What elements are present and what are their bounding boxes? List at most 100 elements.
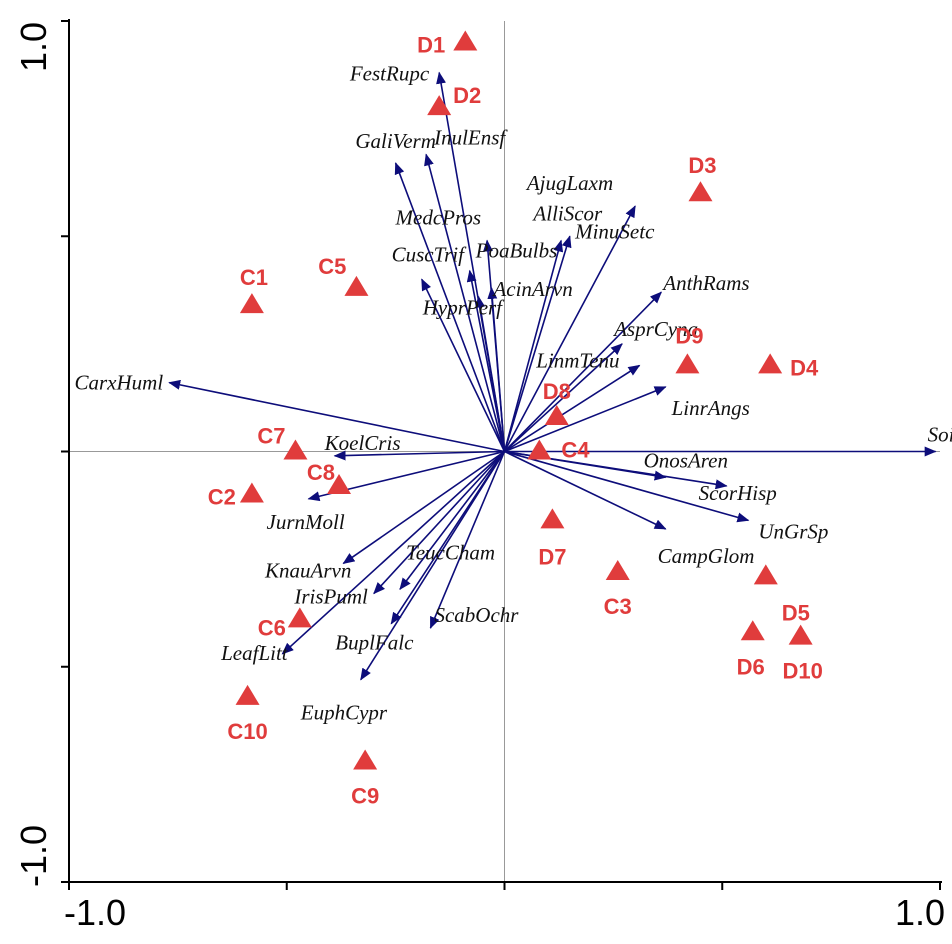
species-label: CuscTrif	[392, 242, 468, 266]
species-label: HyprPerf	[422, 296, 505, 320]
site-label: C2	[208, 485, 236, 510]
species-label: AjugLaxm	[525, 171, 613, 195]
site-label: D9	[675, 323, 703, 348]
species-vector-arrow	[504, 450, 750, 523]
species-label: UnGrSp	[758, 519, 828, 543]
x-tick-label-min: -1.0	[64, 892, 126, 933]
species-vector-arrow	[503, 205, 636, 452]
species-label: MedcPros	[395, 206, 482, 230]
species-vector-arrow	[399, 451, 506, 591]
species-label: TeucCham	[406, 540, 495, 564]
axis-ticks: -1.0 1.0 1.0 -1.0	[13, 20, 945, 933]
species-vector-arrow	[487, 286, 506, 452]
site-label: C4	[561, 438, 590, 463]
site-marker	[527, 439, 552, 460]
site-marker	[688, 181, 713, 202]
site-label: D8	[543, 379, 571, 404]
site-marker	[239, 482, 264, 503]
site-marker	[327, 473, 352, 494]
species-label: KnauArvn	[264, 558, 351, 582]
site-label: C10	[227, 719, 267, 744]
site-label: C6	[258, 615, 286, 640]
species-vector-arrow	[424, 153, 506, 452]
y-tick-label-min: -1.0	[13, 825, 54, 887]
site-label: D7	[538, 544, 566, 569]
species-vector-arrow	[421, 278, 506, 452]
species-label: LeafLitt	[220, 641, 289, 665]
species-vector-arrow	[429, 451, 506, 629]
species-vector-arrow	[503, 291, 662, 453]
site-points	[235, 30, 813, 770]
site-label: D1	[417, 33, 445, 58]
site-label: C5	[318, 254, 346, 279]
y-tick-label-max: 1.0	[13, 22, 54, 72]
species-label: Soil	[928, 423, 952, 447]
species-vector-arrow	[342, 450, 505, 565]
site-marker	[453, 30, 478, 51]
species-label: AsprCyna	[612, 317, 698, 341]
species-vector-arrow	[475, 295, 506, 452]
species-label: FestRupc	[349, 62, 430, 86]
species-label: EuphCypr	[300, 701, 388, 725]
species-vector-arrow	[503, 235, 572, 452]
site-label: C8	[307, 460, 335, 485]
site-label: D10	[782, 659, 822, 684]
species-label: AnthRams	[661, 271, 749, 295]
site-marker	[540, 508, 565, 529]
x-tick-label-max: 1.0	[895, 892, 945, 933]
species-label: BuplFalc	[335, 631, 414, 655]
species-label: CampGlom	[658, 544, 755, 568]
species-vector-arrow	[333, 450, 505, 461]
site-label: C1	[240, 265, 268, 290]
species-label: OnosAren	[644, 448, 728, 472]
site-label: C3	[604, 594, 632, 619]
site-marker	[605, 560, 630, 581]
species-label: ScorHisp	[699, 481, 777, 505]
site-marker	[758, 353, 783, 374]
species-vector-arrow	[373, 450, 506, 595]
species-vector-arrow	[503, 343, 623, 453]
species-label: PoaBulbs	[475, 239, 558, 263]
species-label: GaliVerm	[355, 129, 436, 153]
site-label: D2	[453, 83, 481, 108]
site-label: D6	[737, 654, 765, 679]
species-vector-arrow	[360, 451, 506, 681]
site-marker	[544, 405, 569, 426]
species-vector-arrow	[504, 386, 667, 453]
site-marker	[675, 353, 700, 374]
site-label: D4	[790, 355, 819, 380]
species-vector-arrow	[504, 364, 641, 453]
species-vectors	[168, 71, 937, 681]
site-label: D3	[688, 153, 716, 178]
species-label: AcinArvn	[491, 277, 572, 301]
site-marker	[353, 749, 378, 770]
site-marker	[287, 607, 312, 628]
site-marker	[740, 620, 765, 641]
site-label: C9	[351, 783, 379, 808]
species-label: KoelCris	[324, 431, 401, 455]
site-label: C7	[257, 424, 285, 449]
site-marker	[283, 439, 308, 460]
site-marker	[788, 624, 813, 645]
species-vector-arrow	[503, 239, 564, 452]
species-label: InulEnsf	[433, 125, 508, 149]
site-marker	[753, 564, 778, 585]
species-vector-arrow	[504, 450, 667, 530]
site-marker	[239, 293, 264, 314]
species-vector-arrow	[394, 162, 506, 452]
species-label: ScabOchr	[434, 603, 519, 627]
species-label: LinmTenu	[535, 348, 619, 372]
species-label: MinuSetc	[574, 220, 655, 244]
species-label: JurnMoll	[267, 510, 345, 534]
site-marker	[344, 275, 369, 296]
species-label: AlliScor	[531, 201, 603, 225]
species-label: IrisPuml	[293, 585, 368, 609]
species-label: CarxHuml	[74, 371, 163, 395]
species-vector-arrow	[168, 379, 505, 453]
site-label: D5	[782, 600, 810, 625]
site-marker	[427, 95, 452, 116]
species-vector-arrow	[281, 450, 506, 655]
species-label: LinrAngs	[671, 396, 750, 420]
